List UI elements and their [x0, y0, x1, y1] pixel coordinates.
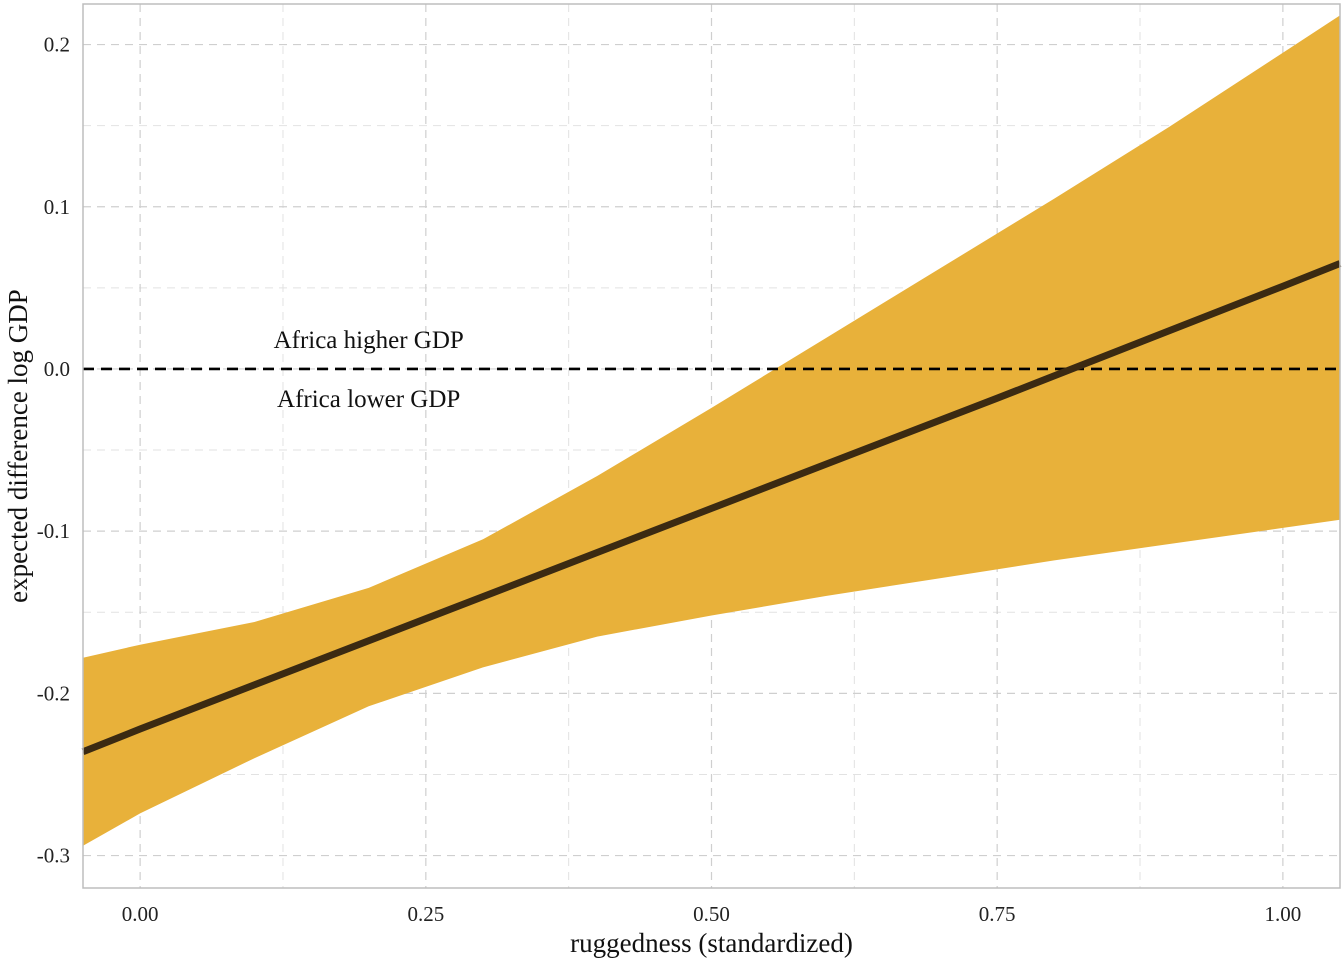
y-tick-label: -0.3	[37, 844, 70, 868]
y-tick-label: -0.1	[37, 519, 70, 543]
y-axis-ticks: -0.3 -0.2 -0.1 0.0 0.1 0.2	[37, 33, 70, 868]
x-axis-ticks: 0.00 0.25 0.50 0.75 1.00	[122, 902, 1301, 926]
annotation-higher: Africa higher GDP	[274, 327, 464, 354]
x-tick-label: 0.00	[122, 902, 159, 926]
confidence-band	[83, 15, 1340, 846]
confidence-ribbon	[83, 15, 1340, 846]
plot-border	[82, 3, 1341, 889]
mean-line	[81, 260, 1342, 756]
y-tick-label: 0.2	[44, 33, 70, 57]
x-tick-label: 0.25	[407, 902, 444, 926]
x-tick-label: 1.00	[1264, 902, 1301, 926]
y-tick-label: 0.0	[44, 357, 70, 381]
annotation-lower: Africa lower GDP	[277, 386, 460, 413]
y-axis-title: expected difference log GDP	[3, 289, 33, 603]
y-tick-label: -0.2	[37, 681, 70, 705]
x-axis-title: ruggedness (standardized)	[570, 928, 853, 958]
x-tick-label: 0.50	[693, 902, 730, 926]
annotations: Africa higher GDP Africa lower GDP	[274, 327, 464, 413]
mean-line-path	[81, 260, 1342, 756]
x-tick-label: 0.75	[979, 902, 1016, 926]
y-tick-label: 0.1	[44, 195, 70, 219]
